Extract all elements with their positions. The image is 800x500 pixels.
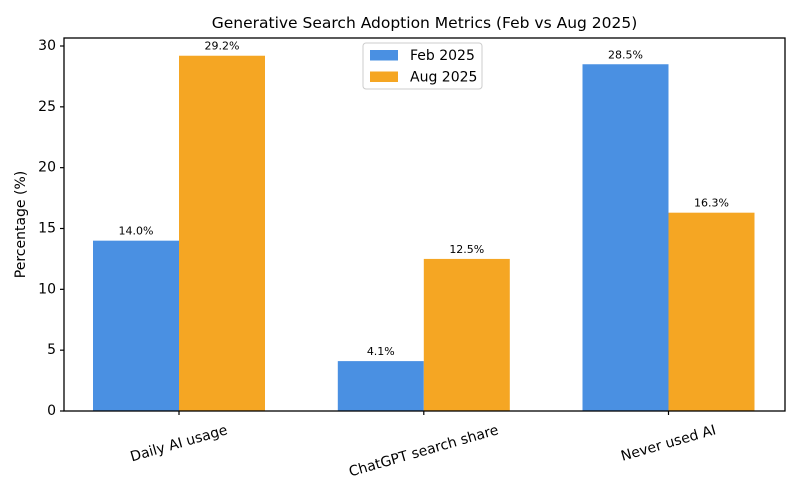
y-tick-label: 0 [47, 403, 56, 419]
bars-group [93, 55, 755, 411]
x-tick-label-daily-ai-usage: Daily AI usage [129, 422, 230, 465]
bar-value-label: 16.3% [694, 197, 729, 210]
bar-value-label: 4.1% [367, 345, 395, 358]
y-tick-label: 20 [38, 160, 56, 176]
bar-feb-2025-daily-ai-usage [93, 240, 179, 411]
bar-value-label: 28.5% [608, 48, 643, 61]
bar-value-label: 12.5% [449, 243, 484, 256]
bar-value-label: 29.2% [205, 40, 240, 53]
bar-aug-2025-chatgpt-search-share [423, 258, 510, 411]
y-tick-label: 15 [38, 221, 56, 237]
bar-value-label: 14.0% [119, 225, 154, 238]
bar-feb-2025-chatgpt-search-share [337, 361, 424, 411]
legend-swatch-feb-2025 [370, 50, 398, 61]
legend-label-feb-2025: Feb 2025 [410, 48, 475, 64]
bar-aug-2025-daily-ai-usage [179, 55, 265, 411]
y-tick-label: 25 [38, 99, 56, 115]
y-tick-label: 5 [47, 342, 56, 358]
value-labels-group: 14.0% 4.1% 28.5% 29.2% 12.5% 16.3% [119, 40, 729, 358]
x-tick-label-never-used-ai: Never used AI [619, 422, 718, 464]
bar-feb-2025-never-used-ai [582, 64, 669, 411]
y-axis-ticks: 0 5 10 15 20 25 30 [38, 38, 64, 419]
legend: Feb 2025 Aug 2025 [362, 42, 483, 90]
x-axis-ticks: Daily AI usage ChatGPT search share Never … [129, 411, 718, 480]
axes-spines [63, 37, 786, 412]
x-tick-label-chatgpt-search-share: ChatGPT search share [347, 422, 500, 480]
legend-swatch-aug-2025 [370, 71, 398, 82]
plot-border [63, 37, 786, 412]
y-tick-label: 10 [38, 281, 56, 297]
y-tick-label: 30 [38, 38, 56, 54]
y-axis-label: Percentage (%) [13, 171, 29, 278]
chart-title: Generative Search Adoption Metrics (Feb … [212, 14, 638, 32]
legend-label-aug-2025: Aug 2025 [410, 70, 477, 86]
bar-aug-2025-never-used-ai [668, 212, 755, 411]
